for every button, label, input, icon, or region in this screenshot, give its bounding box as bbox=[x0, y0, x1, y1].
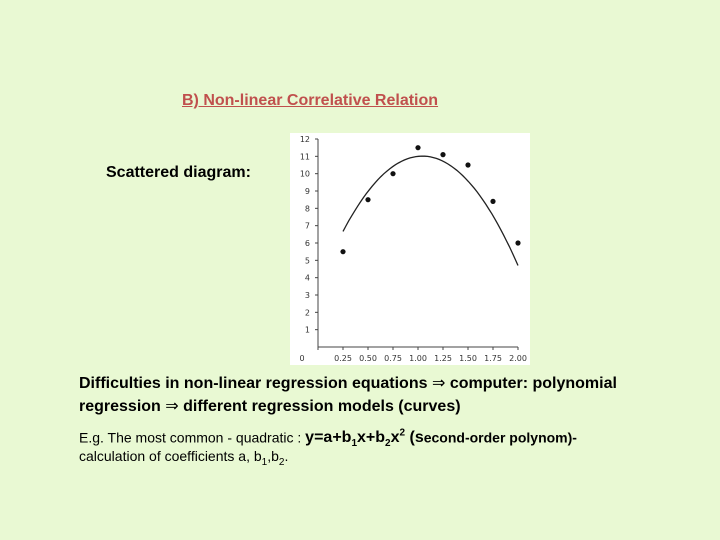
y-tick-label: 2 bbox=[305, 308, 310, 317]
data-point bbox=[390, 171, 396, 177]
calc-mid: ,b bbox=[267, 448, 279, 464]
x-tick-label: 0 bbox=[299, 354, 304, 363]
y-tick-label: 5 bbox=[305, 256, 310, 265]
y-tick-label: 3 bbox=[305, 291, 310, 300]
calculation-line: calculation of coefficients a, b1,b2. bbox=[79, 448, 288, 468]
difficulties-line-1: Difficulties in non-linear regression eq… bbox=[79, 373, 617, 393]
difficulties-text-2: computer: polynomial bbox=[449, 375, 617, 392]
fit-curve bbox=[342, 155, 519, 266]
data-point bbox=[465, 162, 471, 168]
formula-part-x: x+b bbox=[357, 429, 386, 447]
implies-arrow-icon: ⇒ bbox=[165, 396, 179, 415]
formula-sup-2: 2 bbox=[399, 428, 406, 439]
difficulties-text-4: different regression models (curves) bbox=[183, 398, 461, 415]
difficulties-text-3: regression bbox=[79, 398, 161, 415]
x-tick-label: 0.50 bbox=[359, 354, 377, 363]
y-tick-label: 8 bbox=[305, 204, 310, 213]
formula-part-y: y=a+b bbox=[305, 429, 352, 447]
quadratic-formula: y=a+b1x+b2x2 (s bbox=[305, 428, 424, 450]
data-point bbox=[490, 198, 496, 204]
y-tick-label: 10 bbox=[300, 170, 310, 179]
example-line: E.g. The most common - quadratic : y=a+b… bbox=[79, 428, 577, 450]
y-tick-label: 1 bbox=[305, 326, 310, 335]
calc-end: . bbox=[284, 448, 289, 464]
data-point bbox=[415, 145, 421, 151]
formula-part-x2: x bbox=[390, 429, 400, 447]
y-tick-label: 11 bbox=[300, 152, 310, 161]
formula-sub-2: 2 bbox=[385, 438, 391, 450]
y-tick-label: 12 bbox=[300, 135, 310, 144]
x-tick-label: 2.00 bbox=[509, 354, 527, 363]
scatter-chart: 1 2 3 4 5 6 7 8 9 10 11 12 0 0.25 0.50 0.75 1.00 1.25 1.50… bbox=[290, 133, 530, 365]
y-tick-label: 9 bbox=[305, 187, 310, 196]
formula-sub-1: 1 bbox=[351, 438, 357, 450]
formula-note: econd-order polynom)- bbox=[423, 429, 577, 446]
difficulties-text-1: Difficulties in non-linear regression eq… bbox=[79, 375, 428, 392]
x-tick-label: 1.50 bbox=[459, 354, 477, 363]
calc-sub-1: 1 bbox=[261, 456, 268, 468]
calc-text: calculation of coefficients a, b bbox=[79, 448, 262, 464]
data-point bbox=[365, 197, 371, 203]
data-point bbox=[440, 152, 446, 158]
y-tick-label: 7 bbox=[305, 222, 310, 231]
x-tick-label: 1.75 bbox=[484, 354, 502, 363]
slide-title: B) Non-linear Correlative Relation bbox=[182, 92, 439, 109]
calc-sub-2: 2 bbox=[278, 456, 285, 468]
implies-arrow-icon: ⇒ bbox=[431, 373, 446, 392]
data-point bbox=[515, 240, 521, 246]
difficulties-line-2: regression ⇒ different regression models… bbox=[79, 396, 461, 416]
y-tick-label: 6 bbox=[305, 239, 310, 248]
data-point bbox=[340, 249, 346, 255]
x-tick-label: 0.75 bbox=[384, 354, 402, 363]
example-prefix: E.g. The most common - quadratic : bbox=[79, 429, 306, 446]
x-tick-label: 0.25 bbox=[334, 354, 352, 363]
formula-note-s: (s bbox=[405, 429, 424, 447]
scatter-diagram-label: Scattered diagram: bbox=[106, 164, 251, 181]
x-tick-label: 1.25 bbox=[434, 354, 452, 363]
y-tick-label: 4 bbox=[305, 274, 310, 283]
x-tick-label: 1.00 bbox=[409, 354, 427, 363]
